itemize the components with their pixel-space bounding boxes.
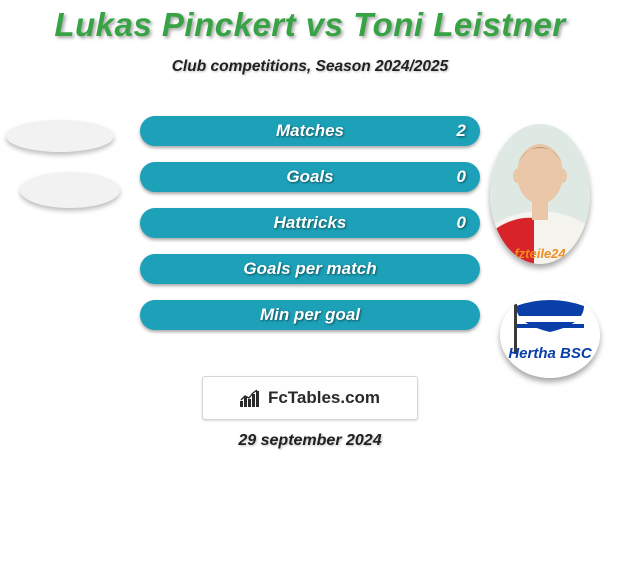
club-badge: Hertha BSC bbox=[500, 292, 600, 378]
stat-label: Matches bbox=[140, 116, 480, 146]
stat-value-right: 0 bbox=[457, 162, 466, 192]
head bbox=[517, 144, 563, 204]
player-photo-svg: fzteile24 bbox=[490, 124, 590, 264]
club-badge-svg: Hertha BSC bbox=[500, 292, 600, 378]
page-title: Lukas Pinckert vs Toni Leistner bbox=[0, 0, 620, 44]
placeholder-blob bbox=[20, 172, 120, 208]
footer-date: 29 september 2024 bbox=[0, 432, 620, 450]
ear-right bbox=[559, 169, 567, 183]
watermark: FcTables.com bbox=[202, 376, 418, 420]
stat-value-right: 0 bbox=[457, 208, 466, 238]
stat-label: Goals per match bbox=[140, 254, 480, 284]
watermark-icon bbox=[240, 389, 262, 407]
placeholder-blob bbox=[6, 120, 114, 152]
player-photo: fzteile24 bbox=[490, 124, 590, 264]
stat-value-right: 2 bbox=[457, 116, 466, 146]
stat-label: Hattricks bbox=[140, 208, 480, 238]
stat-label: Min per goal bbox=[140, 300, 480, 330]
ear-left bbox=[513, 169, 521, 183]
watermark-text: FcTables.com bbox=[268, 388, 380, 408]
sponsor-text: fzteile24 bbox=[514, 246, 566, 261]
page-subtitle: Club competitions, Season 2024/2025 bbox=[0, 58, 620, 76]
badge-stripe-1 bbox=[516, 316, 584, 322]
stat-label: Goals bbox=[140, 162, 480, 192]
badge-text: Hertha BSC bbox=[508, 345, 593, 362]
badge-stripe-2 bbox=[516, 324, 584, 328]
